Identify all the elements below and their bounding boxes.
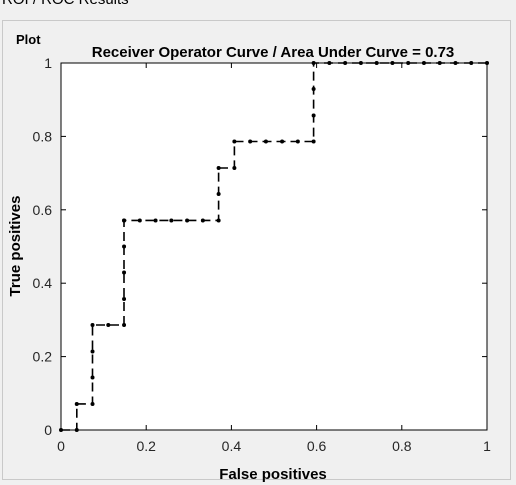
roc-data-point — [74, 428, 79, 432]
roc-data-point — [153, 218, 158, 223]
x-tick-label: 1 — [483, 438, 491, 454]
window-title: ROI / ROC Results — [2, 0, 129, 8]
roc-data-point — [295, 139, 300, 144]
roc-data-point — [311, 113, 316, 118]
roc-data-point — [343, 61, 348, 65]
roc-data-point — [311, 139, 316, 144]
roc-data-point — [122, 218, 127, 223]
plot-area — [60, 62, 488, 431]
roc-data-point — [90, 401, 95, 406]
plot-panel: Plot — [2, 20, 511, 480]
y-tick-label: 1 — [44, 55, 52, 71]
y-tick-label: 0.8 — [33, 128, 53, 144]
roc-data-point — [390, 61, 395, 65]
panel-label: Plot — [13, 32, 44, 47]
roc-data-point — [185, 218, 190, 223]
roc-data-point — [232, 165, 237, 170]
roc-data-point — [216, 165, 221, 170]
roc-data-point — [358, 61, 363, 65]
x-tick-label: 0 — [57, 438, 65, 454]
roc-data-point — [232, 139, 237, 144]
roc-data-point — [374, 61, 379, 65]
roc-data-point — [406, 61, 411, 65]
roc-data-point — [485, 61, 489, 65]
roc-data-point — [263, 139, 268, 144]
y-axis-label: True positives — [7, 196, 24, 297]
x-tick-label: 0.8 — [392, 438, 412, 454]
roc-data-point — [122, 296, 127, 301]
roc-data-point — [421, 61, 426, 65]
roc-data-point — [469, 61, 474, 65]
roc-data-point — [90, 349, 95, 354]
y-tick-label: 0.4 — [33, 275, 53, 291]
roc-data-point — [90, 323, 95, 328]
roc-data-point — [90, 375, 95, 380]
roc-data-point — [216, 192, 221, 197]
roc-data-point — [437, 61, 442, 65]
roc-data-point — [327, 61, 332, 65]
roc-data-point — [216, 218, 221, 223]
roc-series-line — [61, 62, 487, 431]
roc-data-point — [169, 218, 174, 223]
roc-data-point — [106, 323, 111, 328]
roc-data-point — [59, 428, 63, 432]
x-tick-label: 0.2 — [136, 438, 156, 454]
roc-data-point — [122, 270, 127, 275]
roc-data-point — [200, 218, 205, 223]
y-tick-label: 0 — [44, 422, 52, 438]
x-axis-label: False positives — [219, 466, 327, 483]
chart-title: Receiver Operator Curve / Area Under Cur… — [92, 44, 455, 61]
roc-data-point — [74, 401, 79, 406]
y-tick-label: 0.6 — [33, 202, 53, 218]
roc-data-point — [453, 61, 458, 65]
x-tick-label: 0.4 — [222, 438, 242, 454]
roc-data-point — [311, 87, 316, 92]
roc-data-point — [311, 61, 316, 65]
roc-data-point — [280, 139, 285, 144]
roc-data-point — [122, 323, 127, 328]
roc-data-point — [248, 139, 253, 144]
roc-data-point — [137, 218, 142, 223]
y-tick-label: 0.2 — [33, 349, 53, 365]
x-tick-label: 0.6 — [307, 438, 327, 454]
roc-data-point — [122, 244, 127, 249]
